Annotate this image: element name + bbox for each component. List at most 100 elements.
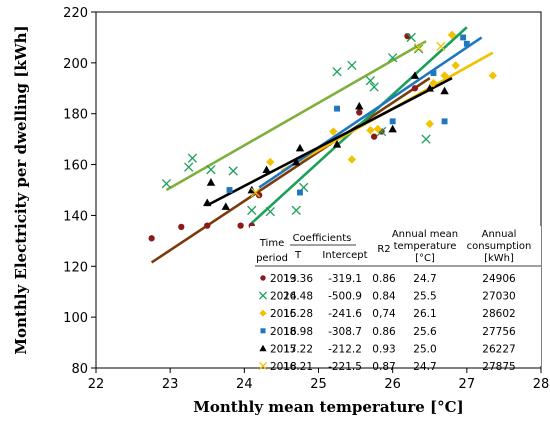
point-2014 [291,205,301,216]
point-2014 [388,53,398,63]
point-2017 [440,86,449,95]
coef-intercept: -500.9 [328,291,362,303]
y-tick-label: 120 [63,260,88,275]
annual-mean-temperature: 24.7 [413,273,436,285]
point-2013 [370,133,378,140]
table-header-time: period [256,253,288,264]
annual-consumption: 26227 [482,343,515,355]
coef-t: 16.21 [283,361,313,373]
annual-consumption: 27756 [482,326,516,338]
legend-marker-2013 [260,275,266,281]
legend-year-2016: 2016 [270,326,297,338]
point-2014 [347,60,357,71]
point-2015 [451,61,460,70]
coef-t: 18.98 [283,326,313,338]
point-2017 [221,202,230,210]
point-2017 [295,143,305,152]
coef-t: 16.28 [283,308,313,320]
point-2014 [184,162,194,172]
legend-marker-2015 [259,309,267,317]
legend-marker-2014 [258,291,268,300]
point-2017 [262,165,271,174]
point-2018 [413,42,424,53]
coef-intercept: -221.5 [328,361,362,373]
table-header-intercept: Intercept [322,250,367,261]
point-2013 [256,191,263,199]
legend-marker-2018 [258,361,268,371]
coef-t: 26.48 [283,291,313,303]
legend-year-2017: 2017 [270,343,297,355]
y-tick-label: 100 [63,311,88,326]
fit-line-2018 [165,40,427,192]
legend-marker-2016 [260,328,266,334]
point-2015 [447,30,457,40]
annual-mean-temperature: 26.1 [413,308,436,320]
point-2014 [206,164,216,175]
coef-intercept: -212.2 [328,343,362,355]
point-2014 [365,75,376,86]
point-2014 [247,205,257,216]
coef-t: 19.36 [283,273,313,285]
point-2013 [356,109,363,116]
x-tick-label: 27 [459,377,476,392]
legend-marker-2017 [259,344,267,352]
point-2018 [436,41,446,51]
table-header-time: Time [259,238,284,249]
annual-consumption: 27875 [482,361,515,373]
y-tick-label: 220 [63,6,88,21]
point-2014 [187,153,198,163]
r2-value: 0,74 [372,308,396,320]
table-background [250,226,541,366]
coef-intercept: -319.1 [328,273,362,285]
point-2016 [463,40,470,47]
annual-consumption: 24906 [482,273,516,285]
point-2016 [430,70,437,76]
fit-line-2013 [150,77,431,264]
annual-consumption: 27030 [482,291,515,303]
point-2017 [332,140,342,148]
table-header-coefficients: Coefficients [293,233,352,244]
r2-value: 0.86 [372,326,396,338]
point-2015 [347,155,357,164]
r2-value: 0.84 [372,291,396,303]
r2-value: 0.86 [372,273,396,285]
point-2015 [440,71,449,80]
y-tick-label: 200 [63,57,88,72]
y-tick-label: 180 [63,108,88,123]
annual-mean-temperature: 24.7 [413,361,436,373]
point-2015 [373,124,383,134]
point-2013 [178,223,185,231]
point-2016 [334,105,340,112]
annual-mean-temperature: 25.6 [413,326,437,338]
r2-value: 0.93 [372,343,395,355]
point-2015 [488,71,497,80]
x-tick-label: 28 [533,377,550,392]
legend-year-2018: 2018 [270,361,297,373]
data-points [148,30,497,242]
annual-mean-temperature: 25.0 [413,343,436,355]
point-2014 [228,166,238,176]
point-2015 [425,119,434,129]
point-2014 [369,82,379,92]
r2-value: 0.87 [372,361,395,373]
point-2016 [389,118,396,125]
point-2014 [413,44,424,54]
table-header-temperature: [°C] [415,253,435,264]
coef-intercept: -308.7 [328,326,362,338]
table-header-r2: R2 [377,244,390,255]
point-2018 [250,187,261,198]
y-axis-title: Monthly Electricity per dwelling [kWh] [12,25,30,354]
point-2016 [226,187,233,193]
point-2014 [265,206,275,217]
axes: 22 23 24 25 26 27 28 80 100 120 140 160 180 200 220 Mon… [12,6,549,416]
point-2017 [203,198,212,207]
y-tick-label: 160 [63,159,88,174]
point-2017 [292,157,301,166]
table-header-consumption: Annual [482,229,517,240]
point-2013 [411,85,419,92]
table-header-consumption: consumption [467,241,532,252]
point-2015 [429,79,438,88]
point-2015 [329,127,338,136]
coef-t: 15.22 [283,343,313,355]
